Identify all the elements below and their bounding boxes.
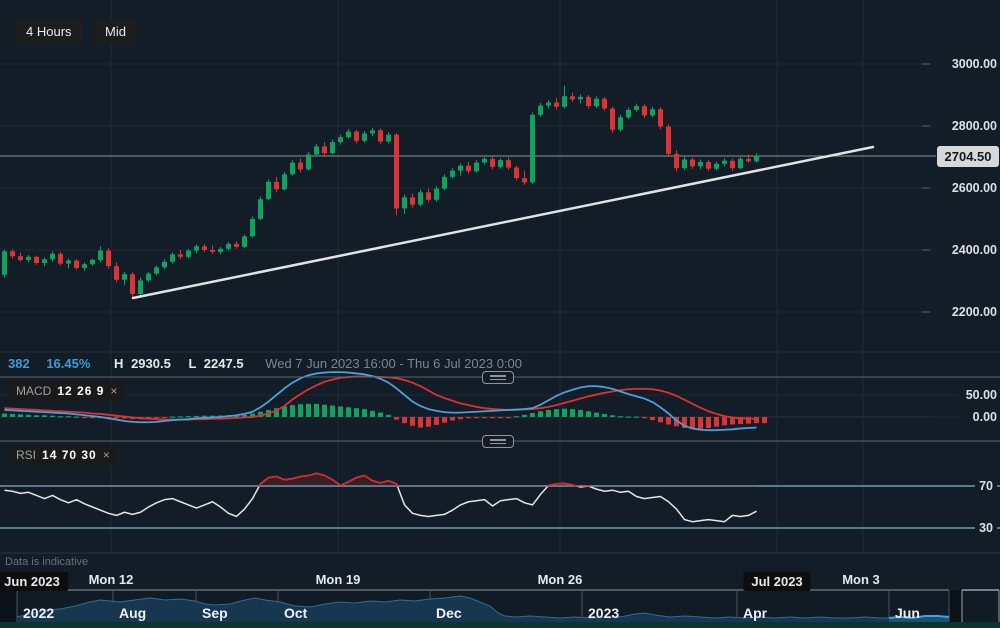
date-axis-label: Jul 2023 [743,572,811,591]
rsi-params: 14 70 30 [42,448,97,462]
navigator-section-label[interactable]: Oct [284,605,308,621]
macd-params: 12 26 9 [57,384,105,398]
chart-toolbar: 4 Hours Mid [15,19,144,44]
change-percent: 16.45% [46,356,91,371]
price-axis-label: 3000.00 [951,57,997,71]
rsi-title: RSI [16,448,37,462]
date-axis-label: Mon 12 [88,572,134,587]
navigator-section-label[interactable]: Dec [436,605,462,621]
data-indicative-note: Data is indicative [5,556,89,568]
price-type-button[interactable]: Mid [93,19,137,44]
price-axis-label: 2200.00 [951,305,997,319]
date-axis-label: Jun 2023 [0,572,68,591]
macd-axis-label: 50.00 [965,388,997,402]
date-axis-label: Mon 3 [842,572,880,587]
panel-resize-handle[interactable] [482,435,514,448]
navigator-section-label[interactable]: Sep [202,605,228,621]
date-axis-label: Mon 26 [537,572,583,587]
navigator-section-label[interactable]: 2022 [23,605,55,621]
rsi-axis-label: 70 [975,479,997,493]
price-axis-label: 2800.00 [951,119,997,133]
navigator-section-label[interactable]: Jun [895,605,920,621]
panel-resize-handle[interactable] [482,371,514,384]
high-value: 2930.5 [131,356,171,371]
navigator-section-label[interactable]: Apr [743,605,768,621]
macd-indicator-label[interactable]: MACD 12 26 9 × [8,381,126,401]
low-value: 2247.5 [203,356,244,371]
rsi-indicator-label[interactable]: RSI 14 70 30 × [8,445,118,465]
macd-close-icon[interactable]: × [110,384,118,398]
bar-count: 382 [8,356,30,371]
status-bar: 382 16.45% H 2930.5 L 2247.5 Wed 7 Jun 2… [8,356,522,371]
rsi-close-icon[interactable]: × [102,448,110,462]
timeframe-button[interactable]: 4 Hours [15,19,83,44]
current-price-badge: 2704.50 [937,146,999,167]
high-label: H [114,356,124,371]
macd-axis-label: 0.00 [972,410,997,424]
navigator-section-label[interactable]: Aug [119,605,147,621]
price-axis-label: 2400.00 [951,243,997,257]
low-label: L [188,356,197,371]
navigator-section-label[interactable]: 2023 [588,605,620,621]
date-axis-label: Mon 19 [315,572,361,587]
macd-title: MACD [16,384,52,398]
price-axis-label: 2600.00 [951,181,997,195]
rsi-axis-label: 30 [975,521,997,535]
date-range: Wed 7 Jun 2023 16:00 - Thu 6 Jul 2023 0:… [265,356,523,371]
